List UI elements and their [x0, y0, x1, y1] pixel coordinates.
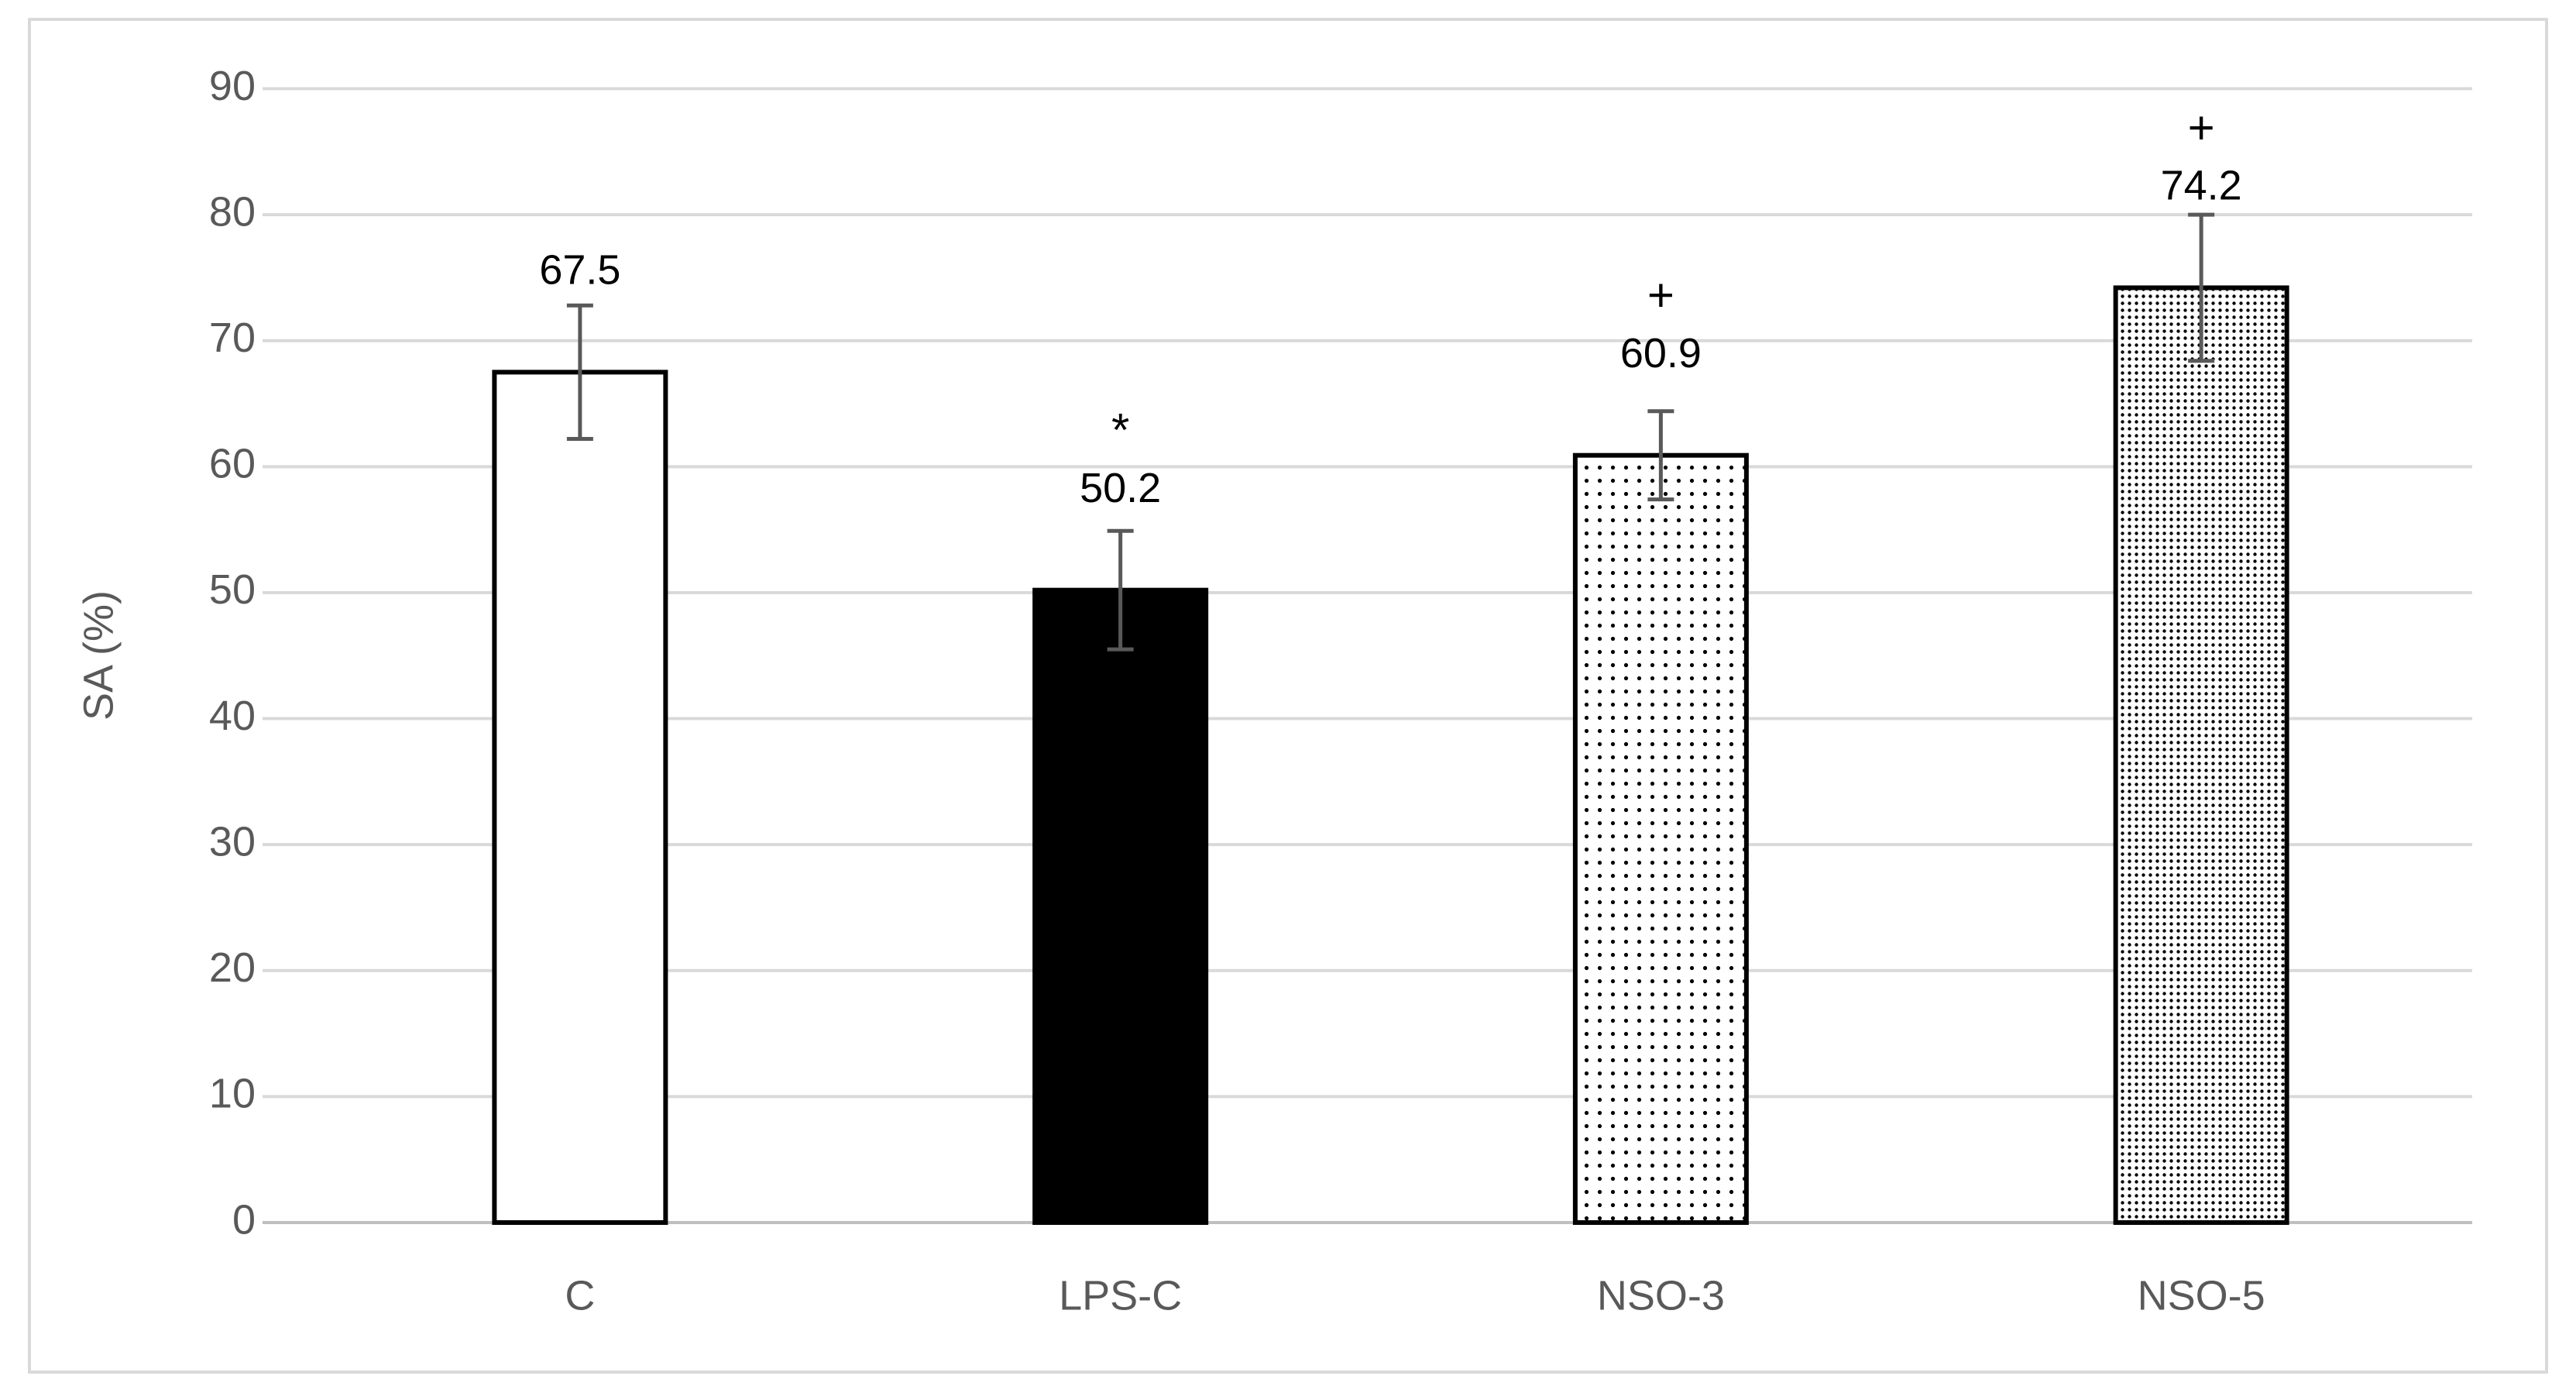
- y-tick-label: 70: [209, 315, 256, 361]
- data-label: 60.9: [1620, 330, 1702, 377]
- significance-mark: +: [2188, 101, 2215, 153]
- x-tick-label: NSO-5: [2138, 1272, 2265, 1319]
- x-tick-label: LPS-C: [1059, 1272, 1182, 1319]
- y-tick-label: 20: [209, 944, 256, 991]
- data-label: 50.2: [1080, 465, 1161, 511]
- bar: [1572, 452, 1749, 1225]
- y-tick-label: 60: [209, 441, 256, 487]
- y-tick-label: 50: [209, 566, 256, 613]
- x-tick-label: C: [565, 1272, 595, 1319]
- bar: [1032, 587, 1209, 1225]
- y-tick-label: 90: [209, 63, 256, 109]
- bar: [492, 370, 668, 1225]
- y-tick-label: 40: [209, 693, 256, 739]
- significance-mark: +: [1647, 270, 1674, 322]
- y-tick-label: 10: [209, 1071, 256, 1117]
- y-tick-label: 80: [209, 188, 256, 235]
- data-label: 74.2: [2161, 163, 2242, 209]
- y-axis-label: SA (%): [75, 590, 122, 721]
- x-tick-label: NSO-3: [1597, 1272, 1725, 1319]
- y-tick-label: 0: [232, 1196, 256, 1243]
- y-tick-label: 30: [209, 818, 256, 865]
- data-label: 67.5: [539, 247, 620, 294]
- bar: [2113, 285, 2289, 1226]
- significance-mark: *: [1111, 404, 1129, 456]
